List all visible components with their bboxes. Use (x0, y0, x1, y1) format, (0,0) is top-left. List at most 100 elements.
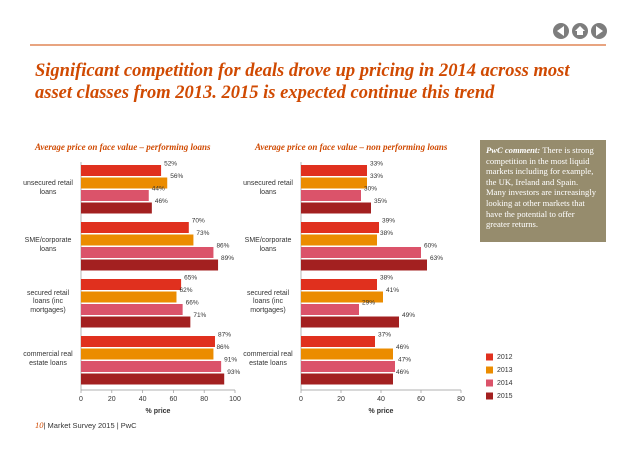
bar (301, 316, 399, 328)
data-label: 44% (152, 186, 165, 193)
footer-text: | Market Survey 2015 | PwC (43, 421, 137, 430)
x-axis-label: % price (369, 408, 394, 415)
data-label: 60% (424, 243, 437, 250)
data-label: 46% (396, 344, 409, 351)
category-label-box: unsecured retail loans (23, 180, 73, 196)
comment-box: PwC comment: There is strong competition… (480, 140, 606, 242)
category-label-box: secured retail loans (inc mortgages) (26, 289, 70, 314)
bar (301, 202, 371, 214)
bar (81, 177, 168, 189)
data-label: 29% (362, 300, 375, 307)
x-axis-label: % price (146, 408, 171, 415)
bar (81, 190, 149, 201)
data-label: 66% (186, 300, 199, 307)
footer: 10| Market Survey 2015 | PwC (35, 420, 137, 430)
data-label: 47% (398, 357, 411, 364)
nav-home-icon (575, 26, 585, 35)
bar (301, 373, 393, 385)
data-label: 38% (380, 230, 393, 237)
legend-swatch (486, 353, 493, 361)
y-tick-label: unsecured retail loans (243, 180, 293, 196)
data-label: 87% (218, 332, 231, 339)
y-tick-label: commercial real estate loans (243, 351, 293, 367)
nav-icons[interactable] (553, 23, 607, 39)
data-label: 86% (216, 344, 229, 351)
data-label: 91% (224, 357, 237, 364)
data-label: 63% (430, 255, 443, 262)
x-tick-label: 60 (170, 396, 178, 403)
legend-label: 2013 (497, 367, 513, 374)
page-number: 10 (35, 420, 44, 430)
bar (81, 291, 177, 303)
bar (81, 222, 189, 233)
bar (81, 165, 162, 176)
data-label: 37% (378, 332, 391, 339)
legend-swatch (486, 392, 493, 400)
y-tick-label: SME/corporate loans (244, 237, 292, 253)
x-tick-label: 60 (417, 396, 425, 403)
category-label-box: unsecured retail loans (243, 180, 293, 196)
comment-text: There is strong competition in the most … (486, 145, 597, 230)
x-tick-label: 80 (200, 396, 208, 403)
bar (301, 259, 427, 271)
slide-title: Significant competition for deals drove … (35, 61, 570, 103)
y-tick-label: secured retail loans (inc mortgages) (26, 289, 70, 314)
x-tick-label: 20 (108, 396, 116, 403)
bar (301, 177, 367, 189)
chart-title: Average price on face value – performing… (34, 142, 211, 152)
data-label: 86% (216, 243, 229, 250)
data-label: 30% (364, 186, 377, 193)
category-label-box: commercial real estate loans (243, 351, 293, 367)
category-label-box: SME/corporate loans (244, 237, 292, 253)
data-label: 46% (396, 369, 409, 376)
x-tick-label: 40 (377, 396, 385, 403)
data-label: 39% (382, 218, 395, 225)
data-label: 71% (193, 312, 206, 319)
bar (301, 165, 367, 176)
bar (81, 361, 222, 372)
y-tick-label: commercial real estate loans (23, 351, 73, 367)
bar (81, 316, 191, 328)
legend-swatch (486, 379, 493, 387)
category-label-box: SME/corporate loans (24, 237, 72, 253)
data-label: 33% (370, 161, 383, 168)
bar (301, 304, 359, 315)
x-tick-label: 80 (457, 396, 465, 403)
bar (301, 247, 421, 258)
bar (301, 279, 377, 290)
data-label: 41% (386, 287, 399, 294)
legend-label: 2015 (497, 393, 513, 400)
y-tick-label: secured retail loans (inc mortgages) (246, 289, 290, 314)
legend-label: 2012 (497, 354, 513, 361)
bar (81, 234, 194, 246)
x-tick-label: 0 (299, 396, 303, 403)
bar (81, 336, 215, 347)
x-tick-label: 40 (139, 396, 147, 403)
y-tick-label: unsecured retail loans (23, 180, 73, 196)
y-tick-label: SME/corporate loans (24, 237, 72, 253)
bar (301, 361, 395, 372)
x-tick-label: 20 (337, 396, 345, 403)
data-label: 38% (380, 275, 393, 282)
category-label-box: secured retail loans (inc mortgages) (246, 289, 290, 314)
legend-label: 2014 (497, 380, 513, 387)
bar (81, 259, 219, 271)
data-label: 46% (155, 198, 168, 205)
x-tick-label: 0 (79, 396, 83, 403)
data-label: 93% (227, 369, 240, 376)
data-label: 89% (221, 255, 234, 262)
data-label: 52% (164, 161, 177, 168)
data-label: 56% (170, 173, 183, 180)
data-label: 49% (402, 312, 415, 319)
nav-back-arrow (557, 26, 564, 36)
chart-title: Average price on face value – non perfor… (254, 142, 448, 152)
bar (301, 336, 375, 347)
data-label: 35% (374, 198, 387, 205)
x-tick-label: 100 (229, 396, 241, 403)
bar (81, 304, 183, 315)
data-label: 33% (370, 173, 383, 180)
bar (81, 373, 225, 385)
bar (81, 202, 152, 214)
